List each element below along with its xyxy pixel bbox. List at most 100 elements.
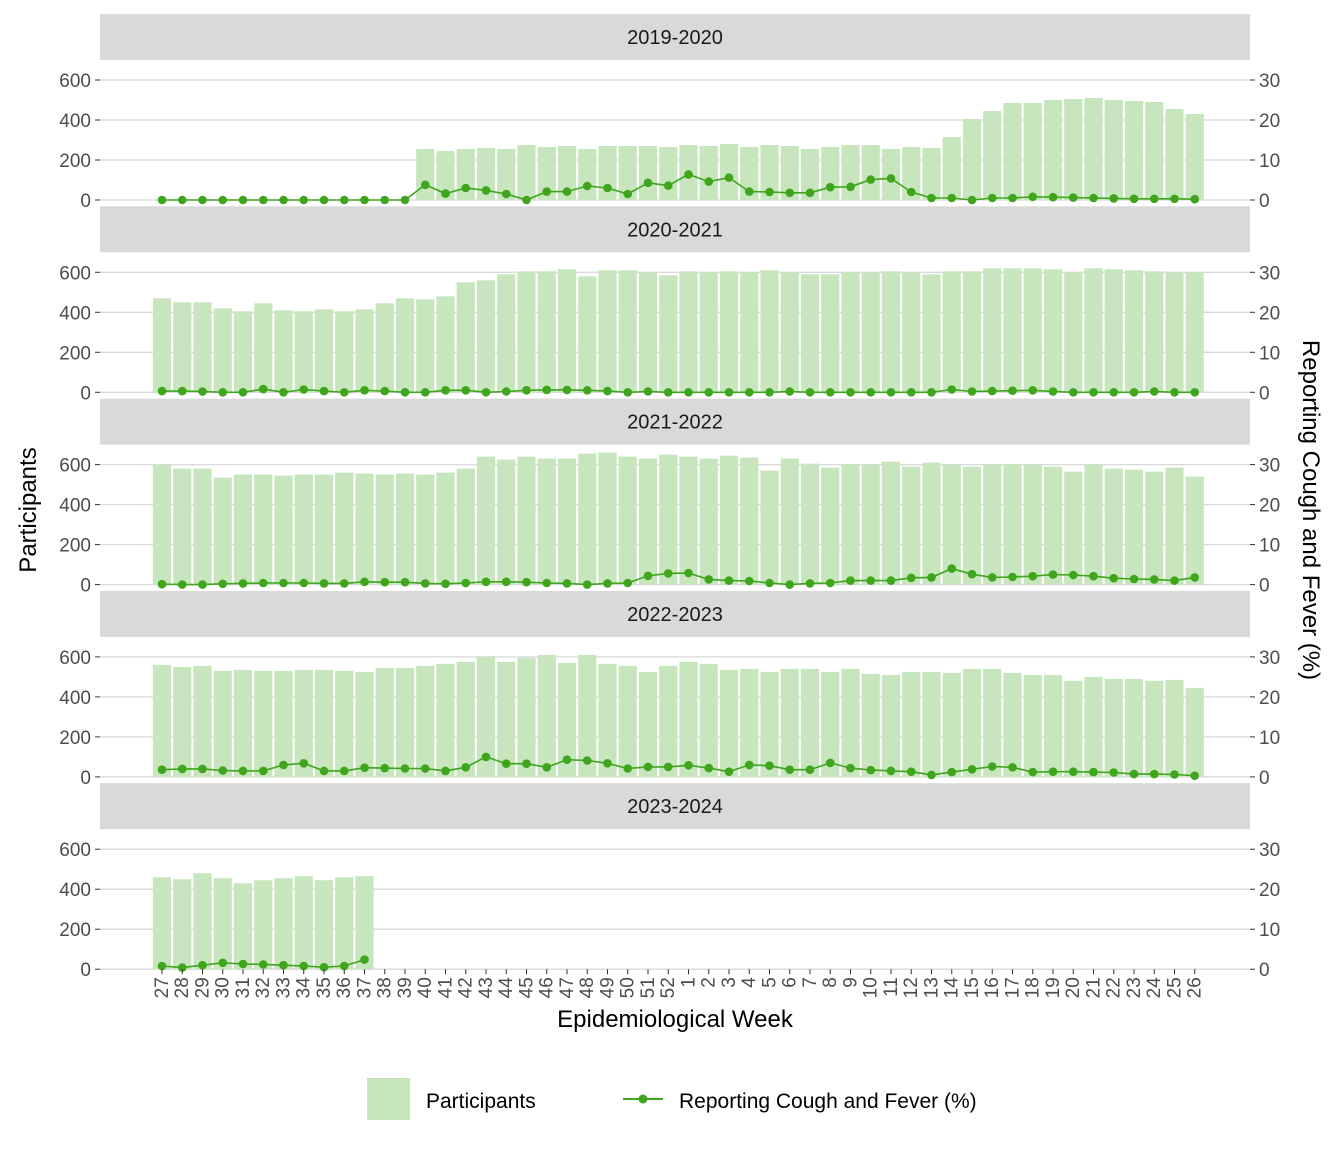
point-cough-fever: [522, 759, 531, 768]
point-cough-fever: [218, 388, 228, 397]
point-cough-fever: [198, 960, 207, 970]
bar-participants: [517, 657, 536, 777]
bar-participants: [1104, 100, 1123, 200]
point-cough-fever: [927, 388, 936, 397]
facet-panels: 2019-2020020040060001020302020-202102004…: [59, 14, 1280, 981]
bar-participants: [294, 474, 313, 585]
point-cough-fever: [238, 766, 248, 776]
point-cough-fever: [461, 578, 471, 588]
point-cough-fever: [157, 386, 167, 396]
y-right-tick-label: 0: [1259, 383, 1270, 404]
bar-participants: [355, 473, 374, 585]
point-cough-fever: [420, 579, 430, 588]
point-cough-fever: [623, 388, 633, 397]
bar-participants: [740, 147, 759, 200]
bar-participants: [598, 270, 617, 393]
bar-participants: [416, 149, 435, 200]
bar-participants: [436, 472, 455, 585]
bar-participants: [760, 671, 779, 777]
bar-participants: [618, 146, 637, 200]
point-cough-fever: [1170, 770, 1179, 779]
x-tick-label: 8: [820, 977, 841, 988]
point-cough-fever: [866, 765, 876, 775]
y-right-tick-label: 10: [1259, 343, 1280, 364]
point-cough-fever: [846, 763, 855, 773]
bar-participants: [902, 147, 921, 200]
bar-participants: [1043, 100, 1063, 200]
point-cough-fever: [906, 573, 916, 583]
bar-participants: [173, 666, 192, 777]
bar-participants: [294, 669, 313, 777]
bar-participants: [760, 145, 779, 200]
facet-panel-2020-2021: 2020-2021 0 200 400 600 0 10 20 30: [59, 206, 1280, 404]
facet-strip-label: 2019-2020: [627, 27, 723, 49]
x-tick-label: 11: [881, 977, 902, 997]
bar-participants: [173, 302, 192, 393]
point-cough-fever: [704, 388, 714, 397]
point-cough-fever: [1109, 388, 1119, 397]
bar-participants: [962, 466, 982, 585]
point-cough-fever: [623, 578, 633, 588]
bar-participants: [760, 470, 779, 585]
bar-participants: [274, 475, 293, 585]
point-cough-fever: [643, 762, 653, 772]
point-cough-fever: [987, 193, 997, 203]
bar-participants: [1145, 102, 1164, 200]
bar-participants: [557, 146, 577, 200]
bar-participants: [618, 270, 637, 393]
point-cough-fever: [1028, 386, 1038, 395]
point-cough-fever: [1089, 767, 1098, 777]
bar-participants: [780, 146, 799, 200]
bar-participants: [274, 310, 293, 393]
point-cough-fever: [1008, 572, 1017, 582]
x-tick-label: 34: [294, 977, 315, 999]
bar-participants: [476, 148, 496, 200]
point-cough-fever: [258, 578, 268, 588]
point-cough-fever: [319, 386, 329, 396]
bar-participants: [1003, 464, 1022, 585]
y-left-tick-label: 200: [59, 536, 91, 557]
y-left-tick-label: 200: [59, 151, 91, 172]
x-tick-label: 40: [415, 977, 436, 998]
facet-strip: [100, 14, 1250, 60]
y-left-tick-label: 600: [59, 456, 91, 477]
point-cough-fever: [947, 564, 957, 573]
facet-strip-label: 2022-2023: [627, 604, 723, 626]
point-cough-fever: [218, 579, 228, 589]
bar-participants: [335, 311, 354, 393]
bar-participants: [942, 464, 961, 585]
point-cough-fever: [542, 763, 552, 772]
bar-participants: [274, 670, 293, 777]
point-cough-fever: [825, 182, 835, 192]
point-cough-fever: [1190, 194, 1200, 204]
x-tick-label: 28: [172, 977, 193, 998]
point-cough-fever: [1008, 193, 1017, 203]
bar-participants: [557, 662, 577, 777]
point-cough-fever: [299, 961, 309, 971]
bar-participants: [881, 271, 901, 393]
bar-participants: [355, 309, 374, 393]
x-axis: 27 28 29 30 31 32 33 34 35 36 37 38 39 40 41 42 43 44 45 46…: [152, 969, 1206, 998]
point-cough-fever: [177, 580, 187, 589]
bar-participants: [902, 272, 921, 393]
bar-participants: [800, 668, 820, 777]
point-cough-fever: [846, 182, 855, 192]
bar-participants: [517, 456, 536, 585]
bar-participants: [1084, 268, 1103, 393]
point-cough-fever: [724, 576, 734, 585]
point-cough-fever: [238, 195, 248, 205]
x-tick-label: 33: [274, 977, 295, 998]
bar-participants: [1145, 471, 1164, 585]
x-tick-label: 25: [1165, 977, 1186, 998]
y-right-tick-label: 20: [1259, 496, 1280, 517]
point-cough-fever: [947, 385, 957, 394]
point-cough-fever: [1028, 767, 1038, 777]
bar-participants: [173, 468, 192, 585]
facet-panel-2022-2023: 2022-2023 0 200 400 600 0 10 20 30: [59, 590, 1280, 789]
point-cough-fever: [360, 577, 369, 587]
point-cough-fever: [258, 960, 268, 969]
bar-participants: [983, 668, 1002, 777]
point-cough-fever: [1109, 194, 1119, 203]
point-cough-fever: [603, 759, 612, 768]
point-cough-fever: [522, 386, 531, 395]
